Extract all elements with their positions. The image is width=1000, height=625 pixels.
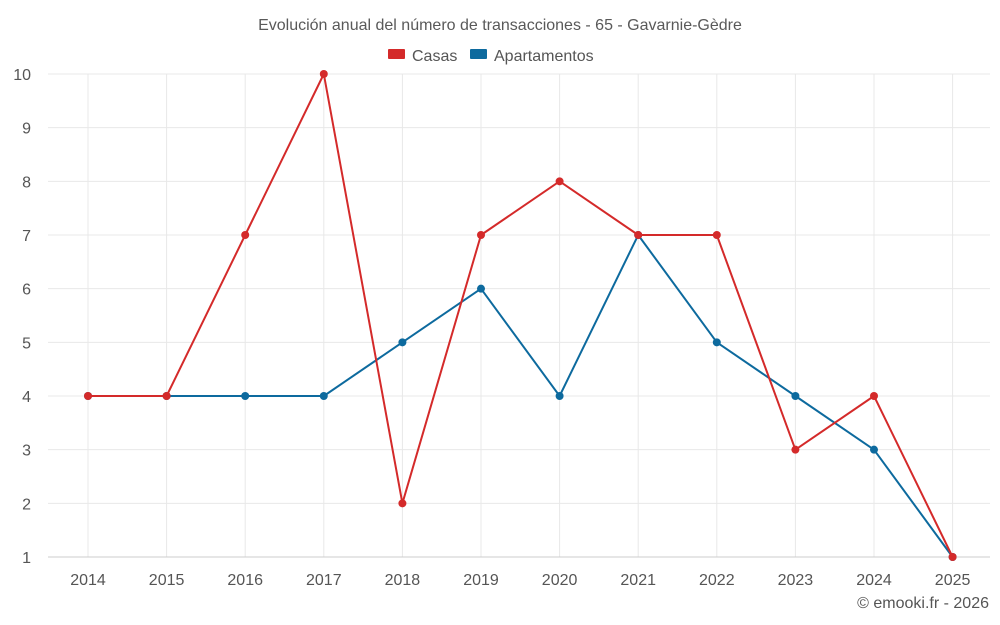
data-point-apartamentos-2017[interactable] xyxy=(319,392,328,400)
data-point-apartamentos-2019[interactable] xyxy=(477,284,485,293)
y-tick-label: 2 xyxy=(22,496,31,513)
data-point-apartamentos-2022[interactable] xyxy=(712,338,721,347)
x-tick-label: 2021 xyxy=(620,572,656,589)
x-tick-label: 2019 xyxy=(463,572,499,589)
data-point-apartamentos-2016[interactable] xyxy=(241,392,250,400)
series-layer xyxy=(84,70,957,561)
legend: Casas Apartamentos xyxy=(388,48,594,65)
series-line-casas xyxy=(88,73,954,558)
data-point-casas-2022[interactable] xyxy=(712,231,721,239)
legend-swatch xyxy=(470,49,487,59)
x-tick-label: 2016 xyxy=(227,572,263,589)
x-tick-label: 2024 xyxy=(856,572,892,589)
x-tick-label: 2014 xyxy=(70,572,106,589)
series-casas xyxy=(84,70,957,561)
credit-text: © emooki.fr - 2026 xyxy=(857,595,989,612)
y-tick-label: 1 xyxy=(22,550,31,567)
data-point-apartamentos-2020[interactable] xyxy=(555,392,564,400)
x-tick-label: 2020 xyxy=(542,572,578,589)
data-point-casas-2023[interactable] xyxy=(791,445,800,454)
data-point-casas-2016[interactable] xyxy=(241,231,250,239)
x-axis-ticks: 2014 2015 2016 2017 2018 2019 2020 2021 2022 2023… xyxy=(70,572,970,589)
data-point-apartamentos-2023[interactable] xyxy=(791,392,800,400)
data-point-casas-2021[interactable] xyxy=(634,231,643,239)
x-tick-label: 2023 xyxy=(778,572,814,589)
y-axis-ticks: 1 2 3 4 5 6 7 8 9 10 xyxy=(13,67,31,567)
y-gridlines xyxy=(48,73,990,558)
y-tick-label: 3 xyxy=(22,443,31,460)
chart-title: Evolución anual del número de transaccio… xyxy=(258,17,742,34)
y-tick-label: 5 xyxy=(22,335,31,352)
y-tick-label: 7 xyxy=(22,228,31,245)
data-point-casas-2018[interactable] xyxy=(398,499,407,508)
y-tick-label: 6 xyxy=(22,282,31,299)
data-point-apartamentos-2018[interactable] xyxy=(398,338,407,347)
data-point-casas-2019[interactable] xyxy=(477,231,485,239)
legend-label: Casas xyxy=(412,48,457,65)
y-tick-label: 10 xyxy=(13,67,31,84)
x-tick-label: 2018 xyxy=(385,572,421,589)
data-point-casas-2015[interactable] xyxy=(162,392,171,400)
data-point-casas-2017[interactable] xyxy=(319,70,328,78)
data-point-casas-2024[interactable] xyxy=(870,392,878,400)
legend-item-apartamentos[interactable]: Apartamentos xyxy=(470,48,594,65)
x-tick-label: 2017 xyxy=(306,572,342,589)
y-tick-label: 9 xyxy=(22,121,31,138)
data-point-casas-2025[interactable] xyxy=(948,553,957,561)
series-line-apartamentos xyxy=(88,234,954,558)
data-point-casas-2020[interactable] xyxy=(555,177,564,186)
data-point-apartamentos-2024[interactable] xyxy=(870,445,878,454)
y-tick-label: 4 xyxy=(22,389,31,406)
x-tick-label: 2015 xyxy=(149,572,185,589)
legend-label: Apartamentos xyxy=(494,48,594,65)
legend-item-casas[interactable]: Casas xyxy=(388,48,457,65)
x-gridlines xyxy=(87,74,954,557)
x-tick-label: 2025 xyxy=(935,572,971,589)
legend-swatch xyxy=(388,49,405,59)
y-tick-label: 8 xyxy=(22,174,31,191)
data-point-casas-2014[interactable] xyxy=(84,392,92,400)
x-tick-label: 2022 xyxy=(699,572,735,589)
